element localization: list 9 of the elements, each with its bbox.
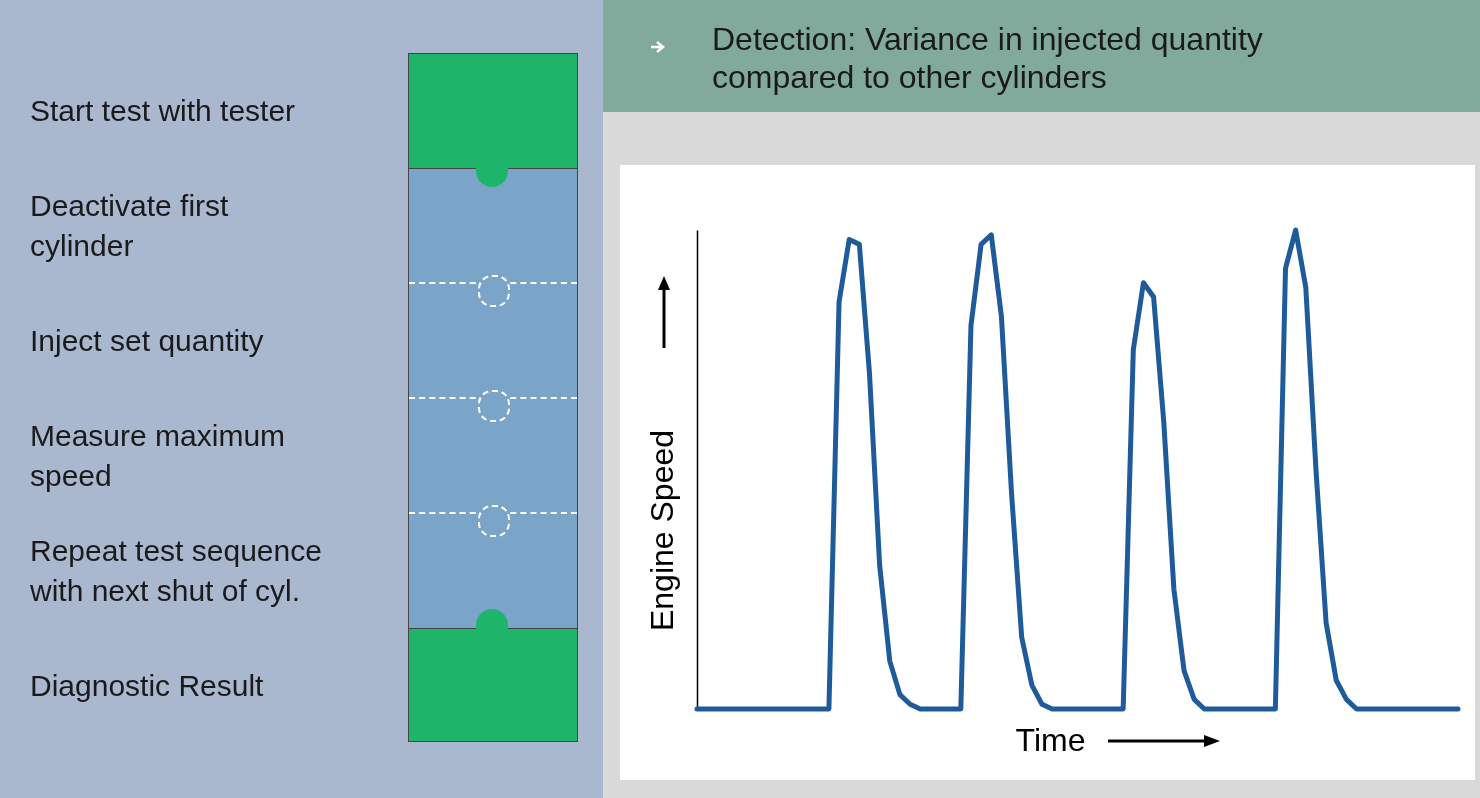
text: Measure maximum speed bbox=[30, 417, 287, 494]
y-axis-title: Engine Speed bbox=[643, 429, 680, 632]
text: Deactivate first cylinder bbox=[30, 187, 230, 264]
text: Inject set quantity bbox=[30, 322, 265, 359]
x-axis-title: Time bbox=[1015, 721, 1086, 758]
text: Repeat test sequence with next shut of cyl. bbox=[30, 532, 323, 609]
text: Start test with tester bbox=[30, 92, 297, 129]
text: Diagnostic Result bbox=[30, 667, 265, 704]
chart-title: Detection: Variance in injected quantity compared to other cylinders bbox=[712, 20, 1264, 96]
